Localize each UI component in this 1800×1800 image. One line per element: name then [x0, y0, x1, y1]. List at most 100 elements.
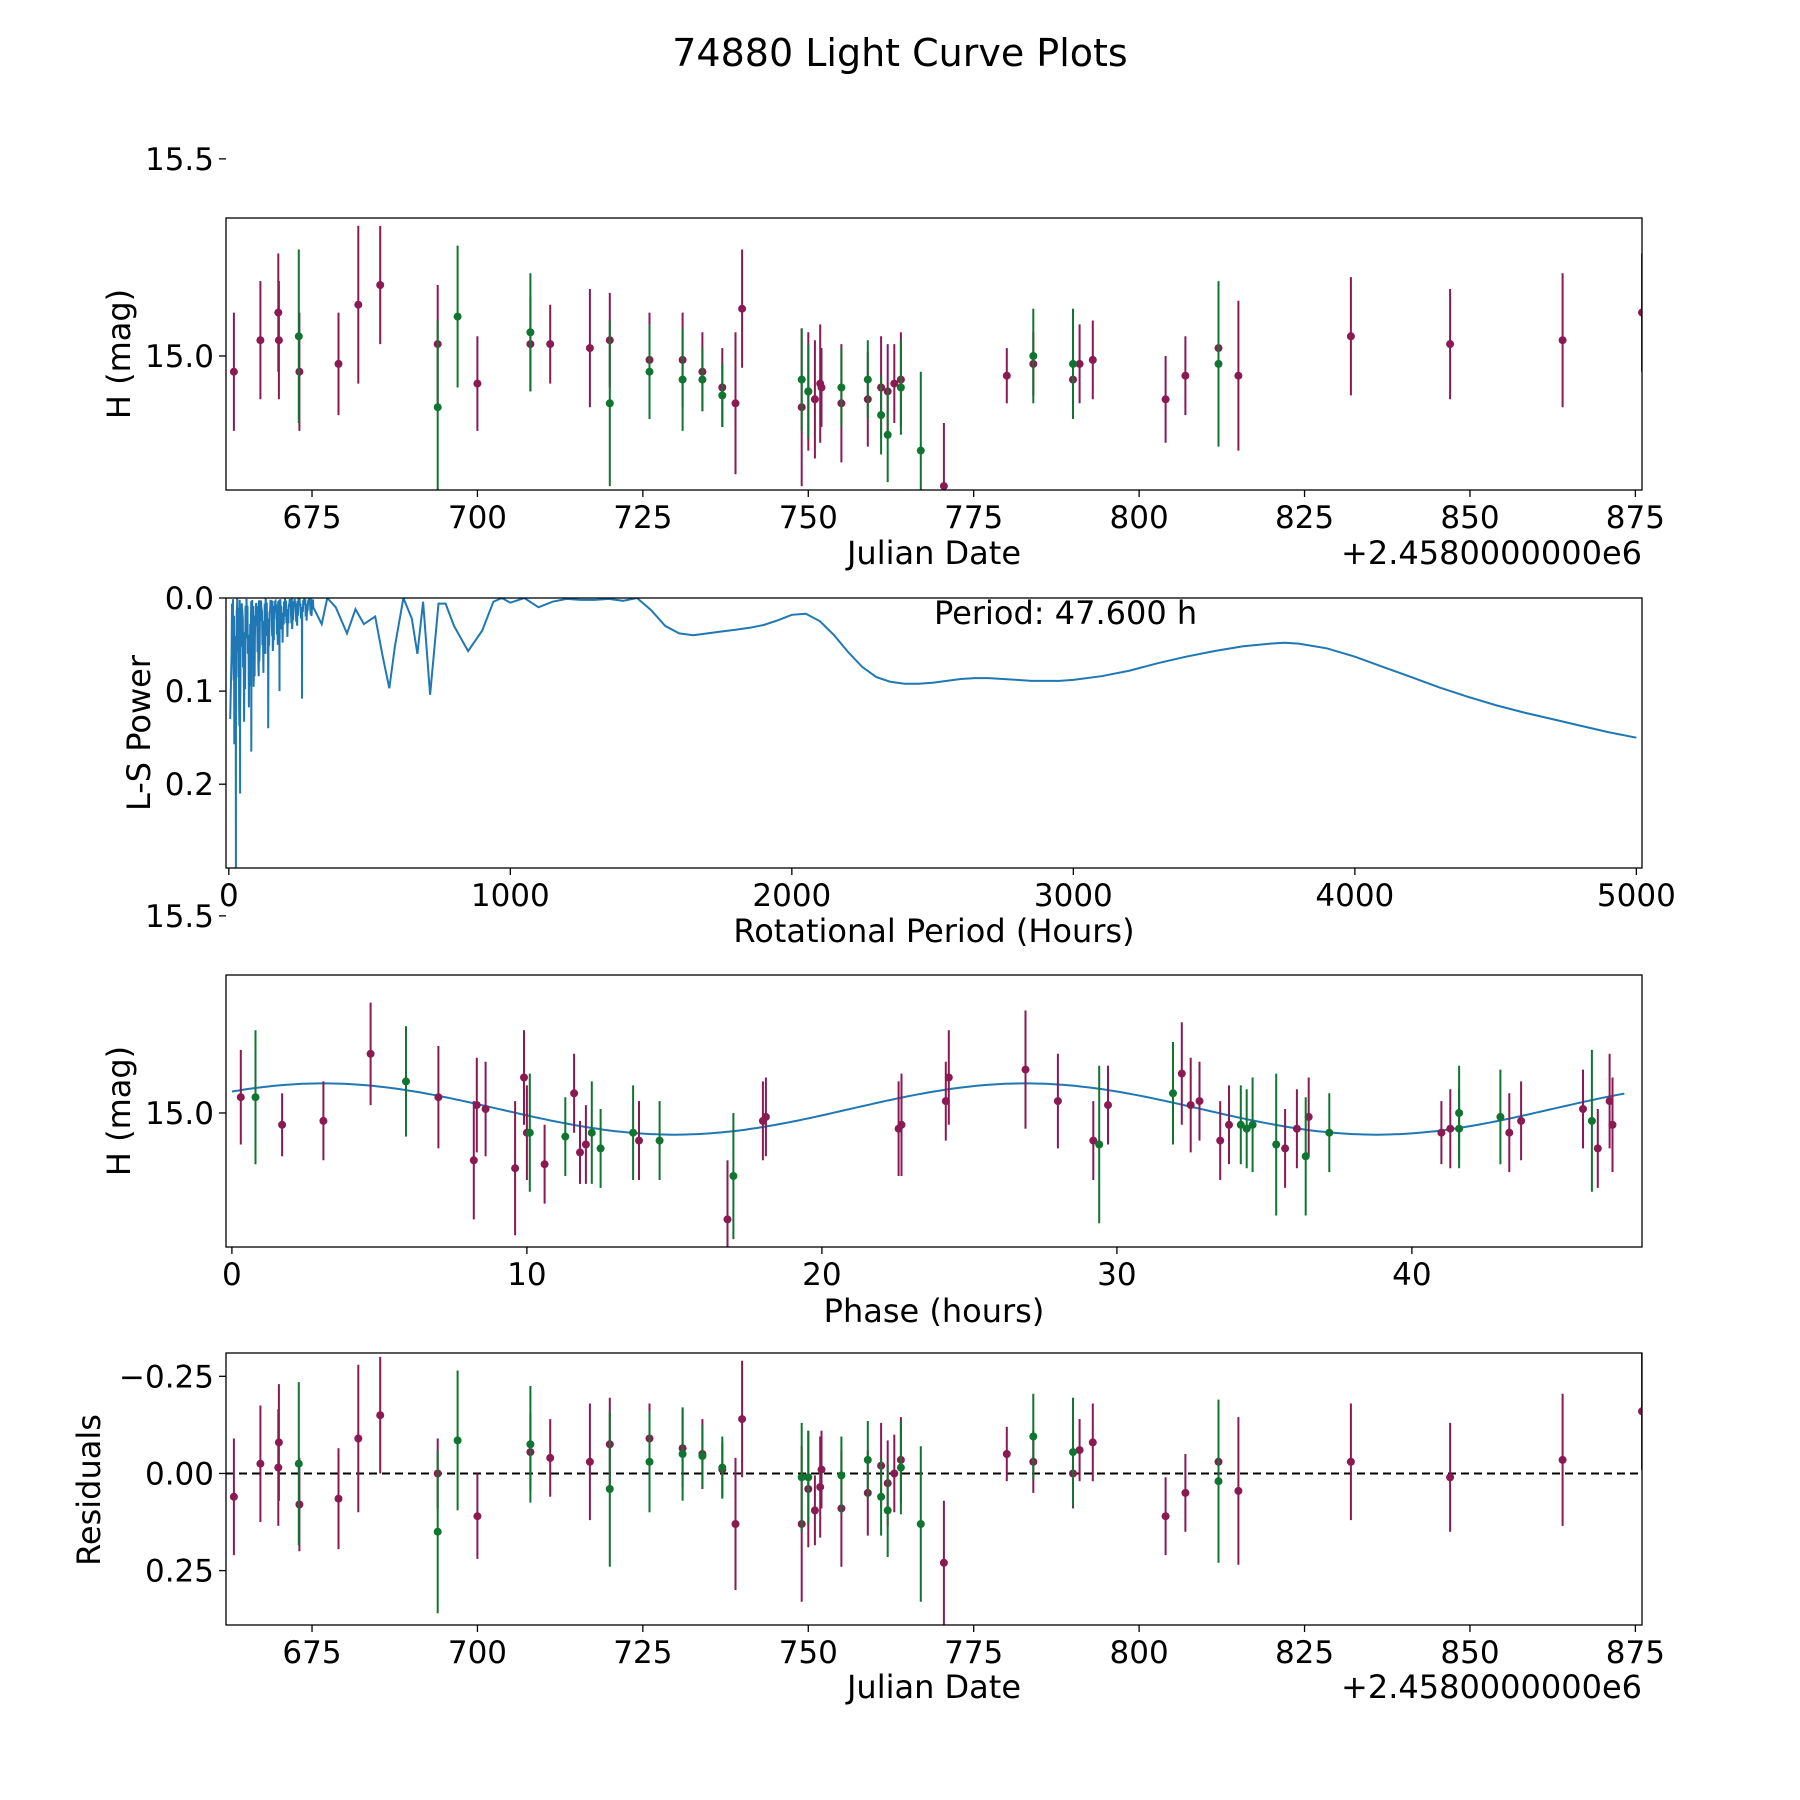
phased-panel: 0 10 20 30 40 15.5 15.0 Phase (hours) H (mag) — [100, 899, 1643, 1330]
data-point — [526, 328, 535, 337]
data-point — [473, 1512, 482, 1521]
data-point — [453, 1436, 462, 1445]
data-point — [561, 1132, 570, 1141]
residuals-x-offset: +2.4580000000e6 — [1341, 1668, 1642, 1706]
data-point — [1181, 1488, 1190, 1497]
data-point — [1069, 1448, 1077, 1457]
x-tick-label: 750 — [779, 1635, 838, 1671]
data-point — [520, 1073, 528, 1082]
data-point — [294, 332, 303, 341]
x-tick-label: 750 — [779, 500, 838, 536]
data-point — [229, 1492, 238, 1501]
data-point — [481, 1105, 490, 1113]
data-point — [810, 395, 819, 404]
data-point — [635, 1136, 643, 1145]
data-point — [587, 1128, 596, 1137]
data-point — [810, 1506, 819, 1515]
x-tick-label: 30 — [1097, 1257, 1136, 1293]
x-tick-label: 875 — [1606, 1635, 1665, 1671]
data-point — [1075, 359, 1084, 368]
data-point — [570, 1089, 579, 1098]
phased-axes: 0 10 20 30 40 15.5 15.0 — [145, 899, 1432, 1293]
data-point — [1437, 1128, 1446, 1137]
data-point — [1169, 1089, 1177, 1098]
data-point — [402, 1077, 410, 1086]
data-point — [1161, 1512, 1170, 1521]
x-tick-label: 775 — [944, 1635, 1003, 1671]
data-point — [1195, 1097, 1204, 1106]
data-point — [896, 383, 905, 392]
data-point — [585, 1457, 594, 1466]
data-point — [1446, 340, 1455, 349]
x-tick-label: 1000 — [471, 878, 550, 914]
data-point — [944, 1073, 953, 1082]
data-point — [890, 1469, 899, 1478]
data-point — [229, 367, 238, 376]
phased-xlabel: Phase (hours) — [824, 1292, 1045, 1330]
residuals-axes: 675 700 725 750 775 800 825 850 875 0.25 0.00 −0.25 — [119, 1359, 1665, 1671]
residuals-ylabel: Residuals — [70, 1414, 108, 1566]
y-tick-label: 0.00 — [145, 1456, 214, 1492]
lightcurve-plot-area — [229, 225, 1642, 490]
data-point — [1234, 371, 1243, 380]
data-point — [863, 1455, 872, 1464]
data-point — [698, 1452, 707, 1460]
data-point — [729, 1172, 738, 1180]
x-tick-label: 4000 — [1315, 878, 1394, 914]
data-point — [1075, 1446, 1084, 1455]
figure-title: 74880 Light Curve Plots — [672, 31, 1127, 75]
data-point — [605, 1485, 614, 1493]
periodogram-axes: 0 1000 2000 3000 4000 5000 0.0 0.1 0.2 — [165, 581, 1676, 914]
data-point — [1095, 1140, 1104, 1149]
data-point — [453, 312, 462, 321]
data-point — [1638, 308, 1642, 317]
data-point — [433, 403, 442, 412]
periodogram-frame — [225, 597, 1643, 869]
data-point — [278, 1120, 287, 1129]
data-point — [585, 344, 594, 353]
data-point — [916, 446, 925, 455]
data-point — [645, 1457, 654, 1466]
residuals-xlabel: Julian Date — [845, 1668, 1021, 1706]
data-point — [1579, 1105, 1587, 1113]
data-point — [540, 1160, 549, 1169]
data-point — [877, 1492, 886, 1501]
data-point — [581, 1140, 590, 1149]
data-point — [1104, 1101, 1112, 1110]
data-point — [1236, 1120, 1245, 1129]
data-point — [883, 1506, 892, 1515]
data-point — [797, 375, 806, 384]
data-point — [605, 399, 614, 408]
data-point — [511, 1164, 520, 1173]
data-point — [236, 1093, 245, 1102]
data-point — [1089, 1136, 1098, 1145]
data-point — [1517, 1116, 1526, 1125]
data-point — [1292, 1124, 1301, 1133]
data-point — [433, 1527, 442, 1536]
data-point — [1638, 1407, 1642, 1416]
data-point — [1029, 352, 1038, 360]
data-point — [1346, 1457, 1355, 1466]
data-point — [354, 300, 363, 309]
residuals-marks — [226, 1353, 1642, 1625]
phased-ylabel: H (mag) — [100, 1046, 138, 1176]
x-tick-label: 5000 — [1597, 878, 1676, 914]
lightcurve-marks — [229, 225, 1642, 490]
lightcurve-panel: 675 700 725 750 775 800 825 850 875 15.5 15.0 Juli… — [100, 142, 1665, 572]
data-point — [883, 430, 892, 439]
data-point — [817, 1465, 826, 1474]
data-point — [645, 367, 654, 376]
lightcurve-axes: 675 700 725 750 775 800 825 850 875 15.5 15.0 — [145, 142, 1665, 536]
data-point — [723, 1215, 732, 1224]
data-point — [1225, 1120, 1233, 1129]
data-point — [738, 304, 747, 313]
data-point — [472, 1101, 481, 1110]
data-point — [1272, 1140, 1281, 1149]
phased-marks — [231, 1002, 1625, 1247]
fit-curve — [231, 1082, 1625, 1136]
periodogram-marks — [229, 598, 1637, 868]
data-point — [1242, 1124, 1251, 1133]
y-tick-label: 0.1 — [165, 674, 214, 710]
data-point — [1446, 1124, 1455, 1133]
